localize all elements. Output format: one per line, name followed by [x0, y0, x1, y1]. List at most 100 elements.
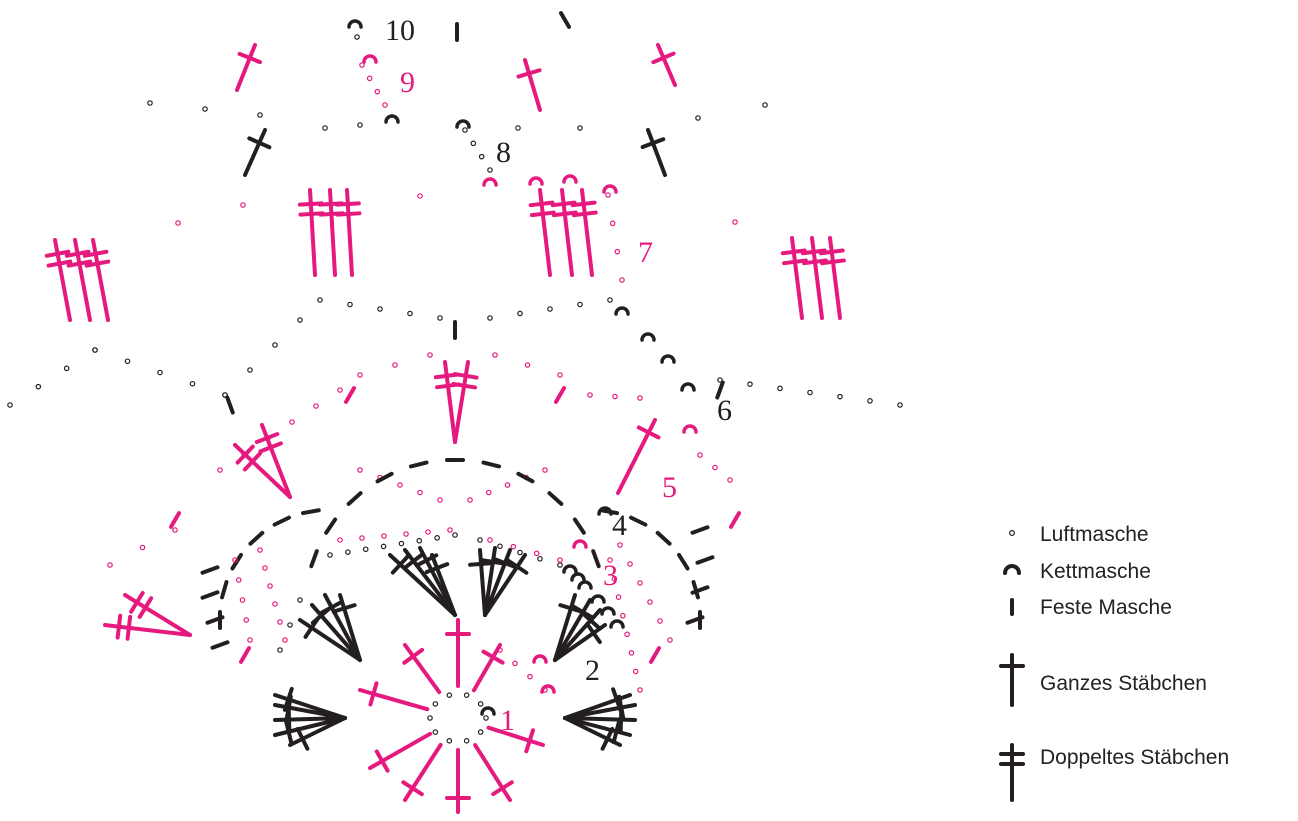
stitch-bar	[129, 590, 145, 614]
chain-stitch	[446, 692, 453, 698]
chain-stitch	[157, 369, 163, 376]
chain-stitch	[515, 125, 521, 131]
chain-stitch	[243, 617, 250, 623]
stitch-bar	[66, 259, 93, 268]
single-crochet	[690, 585, 710, 595]
chain-stitch	[777, 385, 783, 392]
single-crochet	[301, 508, 321, 516]
chain-stitch	[527, 673, 533, 680]
treble-crochet-icon	[999, 743, 1025, 802]
stitch-bar	[235, 444, 255, 465]
chain-stitch	[478, 153, 485, 160]
double-crochet	[563, 716, 622, 747]
stitch-bar	[800, 248, 827, 256]
chain-stitch	[272, 342, 278, 348]
double-crochet-icon	[999, 653, 1025, 707]
chain-stitch	[517, 549, 523, 556]
stitch-bar	[335, 211, 362, 217]
slip-stitch	[362, 54, 378, 64]
double-crochet	[473, 743, 512, 802]
slip-stitch	[660, 354, 676, 364]
double-crochet	[483, 548, 512, 617]
chain-stitch	[446, 738, 453, 744]
stitch-bar	[237, 51, 263, 65]
slip-stitch	[562, 174, 578, 184]
chain-stitch	[628, 650, 635, 656]
stitch-bar	[550, 200, 577, 208]
chain-stitch	[432, 729, 439, 735]
legend-item-sc: Feste Masche	[1010, 596, 1172, 619]
stitch-bar	[374, 749, 390, 773]
stitch-bar	[258, 441, 283, 454]
chain-stitch	[272, 601, 278, 607]
stitch-bar	[516, 68, 542, 79]
double-crochet	[563, 703, 637, 720]
stitch-bar	[571, 210, 598, 218]
stitch-bar	[481, 649, 505, 665]
stitch-bar	[651, 51, 676, 65]
chain-stitch	[247, 637, 253, 643]
stitch-bar	[284, 719, 294, 745]
double-crochet	[430, 553, 457, 617]
stitch-bar	[82, 249, 109, 258]
double-crochet	[563, 716, 637, 722]
slip-stitch	[597, 506, 613, 516]
stitch-bar	[636, 425, 661, 440]
stitch-bar	[402, 647, 425, 665]
chain-stitch	[222, 392, 228, 398]
chain-stitch	[463, 738, 470, 744]
chain-stitch	[282, 637, 288, 643]
chain-stitch	[267, 583, 273, 589]
double-crochet	[523, 58, 542, 112]
chain-stitch	[241, 451, 247, 457]
slip-stitch	[600, 606, 616, 616]
stitch-bar	[254, 432, 280, 445]
chain-stitch	[380, 543, 387, 550]
stitch-bar	[64, 249, 91, 258]
chain-stitch	[347, 301, 353, 308]
chain-stitch	[470, 140, 477, 147]
slip-stitch	[640, 332, 656, 342]
chain-stitch	[497, 647, 503, 653]
double-crochet	[358, 688, 430, 712]
stitch-bar	[401, 780, 424, 797]
stitch-bar	[611, 718, 622, 745]
stitch-bar	[524, 728, 535, 754]
chain-stitch	[139, 544, 146, 551]
chain-stitch	[92, 347, 98, 353]
chain-stitch	[437, 315, 443, 321]
stitch-bar	[331, 603, 357, 614]
slip-stitch	[482, 177, 498, 187]
stitch-bar	[491, 780, 514, 797]
single-crochet	[344, 386, 356, 404]
stitch-bar	[452, 372, 479, 380]
single-crochet	[239, 646, 251, 664]
legend-label-chain: Luftmasche	[1040, 523, 1149, 546]
chain-stitch	[487, 167, 493, 173]
chain-stitch	[647, 599, 653, 605]
chain-stitch	[620, 612, 626, 619]
round-label-1: 1	[500, 704, 515, 737]
single-crochet	[690, 525, 710, 535]
slip-stitch	[614, 306, 630, 316]
chain-stitch	[547, 306, 553, 312]
chain-stitch	[487, 537, 493, 543]
double-crochet	[553, 608, 602, 662]
chain-stitch	[712, 464, 718, 471]
chart-marks	[7, 11, 903, 814]
chain-stitch	[287, 622, 293, 628]
chain-stitch	[217, 467, 223, 473]
stitch-bar	[802, 258, 828, 266]
slip-stitch	[682, 424, 698, 434]
chain-stitch	[427, 352, 433, 358]
chain-stitch	[362, 546, 369, 553]
chain-stitch	[277, 619, 283, 625]
chain-stitch	[202, 106, 208, 112]
chain-stitch	[517, 310, 523, 317]
slip-stitch	[384, 114, 400, 124]
chain-stitch	[732, 219, 738, 225]
slip-stitch	[590, 594, 606, 604]
stitch-bar	[424, 562, 450, 575]
stitch-bar	[125, 614, 133, 641]
